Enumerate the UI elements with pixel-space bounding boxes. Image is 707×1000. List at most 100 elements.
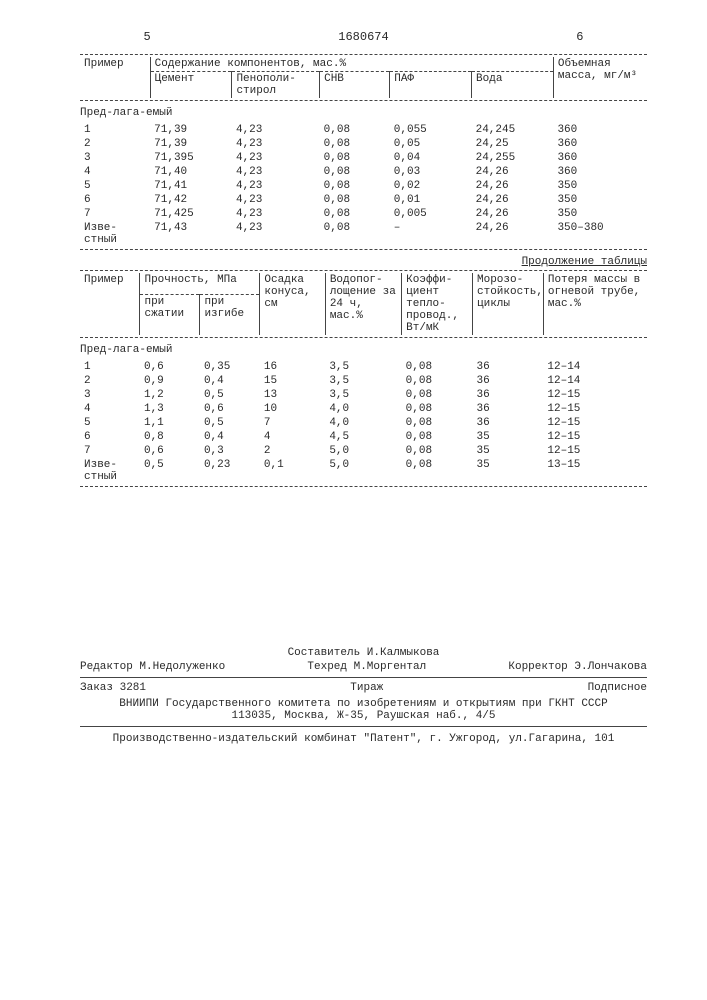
cell: 10	[260, 402, 325, 416]
cell: 15	[260, 374, 325, 388]
cell: 360	[553, 123, 647, 137]
cell: 0,005	[390, 207, 472, 221]
table-row: Изве-стный0,50,230,15,00,083513–15	[80, 458, 647, 484]
cell: 35	[473, 444, 544, 458]
cell: 4,23	[232, 179, 320, 193]
cell: 1	[80, 360, 140, 374]
cell: 0,08	[320, 221, 390, 247]
cell: 0,01	[390, 193, 472, 207]
cell: 1,3	[140, 402, 200, 416]
cell: 0,08	[402, 416, 473, 430]
divider	[80, 726, 647, 727]
cell: 7	[80, 444, 140, 458]
col-fireloss: Потеря массы в огневой трубе, мас.%	[543, 273, 647, 335]
cell: 0,5	[200, 388, 260, 402]
col-frost: Морозо-стойкость, циклы	[473, 273, 544, 335]
section-proposed: Пред-лага-емый	[80, 340, 647, 360]
cell: 12–15	[543, 416, 647, 430]
credits-block: Составитель И.Калмыкова Редактор М.Недол…	[80, 647, 647, 745]
cell: 0,08	[320, 151, 390, 165]
cell: 12–15	[543, 388, 647, 402]
cell: 24,26	[472, 179, 554, 193]
cell: 3,5	[325, 388, 401, 402]
table-row: 41,30,6104,00,083612–15	[80, 402, 647, 416]
cell: 0,03	[390, 165, 472, 179]
divider	[80, 100, 647, 101]
podpisnoe: Подписное	[588, 682, 647, 694]
cell: 4,23	[232, 193, 320, 207]
cell: 12–15	[543, 444, 647, 458]
editor: Редактор М.Недолуженко	[80, 661, 225, 673]
cell: 13	[260, 388, 325, 402]
cell: 6	[80, 193, 150, 207]
printer: Производственно-издательский комбинат "П…	[80, 733, 647, 745]
table-row: 60,80,444,50,083512–15	[80, 430, 647, 444]
composition-table-body: 171,394,230,080,05524,245360271,394,230,…	[80, 123, 647, 247]
cell: 0,08	[402, 402, 473, 416]
cell: 36	[473, 360, 544, 374]
cell: 71,425	[150, 207, 232, 221]
cell: 36	[473, 388, 544, 402]
cell: 0,08	[320, 165, 390, 179]
cell: 0,05	[390, 137, 472, 151]
cell: 0,6	[140, 360, 200, 374]
cell: 4	[80, 402, 140, 416]
cell: 0,6	[140, 444, 200, 458]
cell: 0,04	[390, 151, 472, 165]
col-components: Содержание компонентов, мас.%	[150, 57, 553, 72]
col-thermal: Коэффи-циент тепло-провод., Вт/мК	[402, 273, 473, 335]
col-example: Пример	[80, 57, 150, 98]
sub-peno: Пенополи-стирол	[232, 72, 320, 99]
col-strength: Прочность, МПа	[140, 273, 260, 295]
cell: 4,23	[232, 207, 320, 221]
sub-cement: Цемент	[150, 72, 232, 99]
table-row: 171,394,230,080,05524,245360	[80, 123, 647, 137]
table-row: 31,20,5133,50,083612–15	[80, 388, 647, 402]
cell: 1,1	[140, 416, 200, 430]
cell: –	[390, 221, 472, 247]
cell: 12–14	[543, 374, 647, 388]
table-row: 70,60,325,00,083512–15	[80, 444, 647, 458]
cell: 360	[553, 151, 647, 165]
table-row: 471,404,230,080,0324,26360	[80, 165, 647, 179]
cell: 0,8	[140, 430, 200, 444]
divider	[80, 486, 647, 487]
cell: 4,0	[325, 402, 401, 416]
sub-snv: СНВ	[320, 72, 390, 99]
cell: 5	[80, 179, 150, 193]
cell: 24,255	[472, 151, 554, 165]
sub-paf: ПАФ	[390, 72, 472, 99]
cell: 0,6	[200, 402, 260, 416]
table-row: 51,10,574,00,083612–15	[80, 416, 647, 430]
cell: 0,08	[402, 388, 473, 402]
address: 113035, Москва, Ж-35, Раушская наб., 4/5	[80, 710, 647, 722]
cell: 24,26	[472, 221, 554, 247]
cell: 6	[80, 430, 140, 444]
cell: 350	[553, 207, 647, 221]
table-row: 10,60,35163,50,083612–14	[80, 360, 647, 374]
cell: 2	[260, 444, 325, 458]
sub-bending: при изгибе	[200, 295, 260, 335]
cell: 0,5	[140, 458, 200, 484]
cell: 24,245	[472, 123, 554, 137]
col-cone: Осадка конуса, см	[260, 273, 325, 335]
cell: 24,26	[472, 193, 554, 207]
cell: 0,08	[320, 123, 390, 137]
cell: 24,26	[472, 207, 554, 221]
cell: Изве-стный	[80, 221, 150, 247]
properties-table-body: 10,60,35163,50,083612–1420,90,4153,50,08…	[80, 360, 647, 484]
cell: 71,43	[150, 221, 232, 247]
cell: 0,08	[320, 207, 390, 221]
tirazh: Тираж	[350, 682, 383, 694]
cell: 0,055	[390, 123, 472, 137]
cell: 3,5	[325, 360, 401, 374]
table-row: 271,394,230,080,0524,25360	[80, 137, 647, 151]
cell: 3,5	[325, 374, 401, 388]
compiler: Составитель И.Калмыкова	[80, 647, 647, 659]
cell: 0,9	[140, 374, 200, 388]
cell: 12–14	[543, 360, 647, 374]
cell: 5,0	[325, 444, 401, 458]
divider	[80, 54, 647, 55]
cell: 4,5	[325, 430, 401, 444]
cell: 3	[80, 388, 140, 402]
